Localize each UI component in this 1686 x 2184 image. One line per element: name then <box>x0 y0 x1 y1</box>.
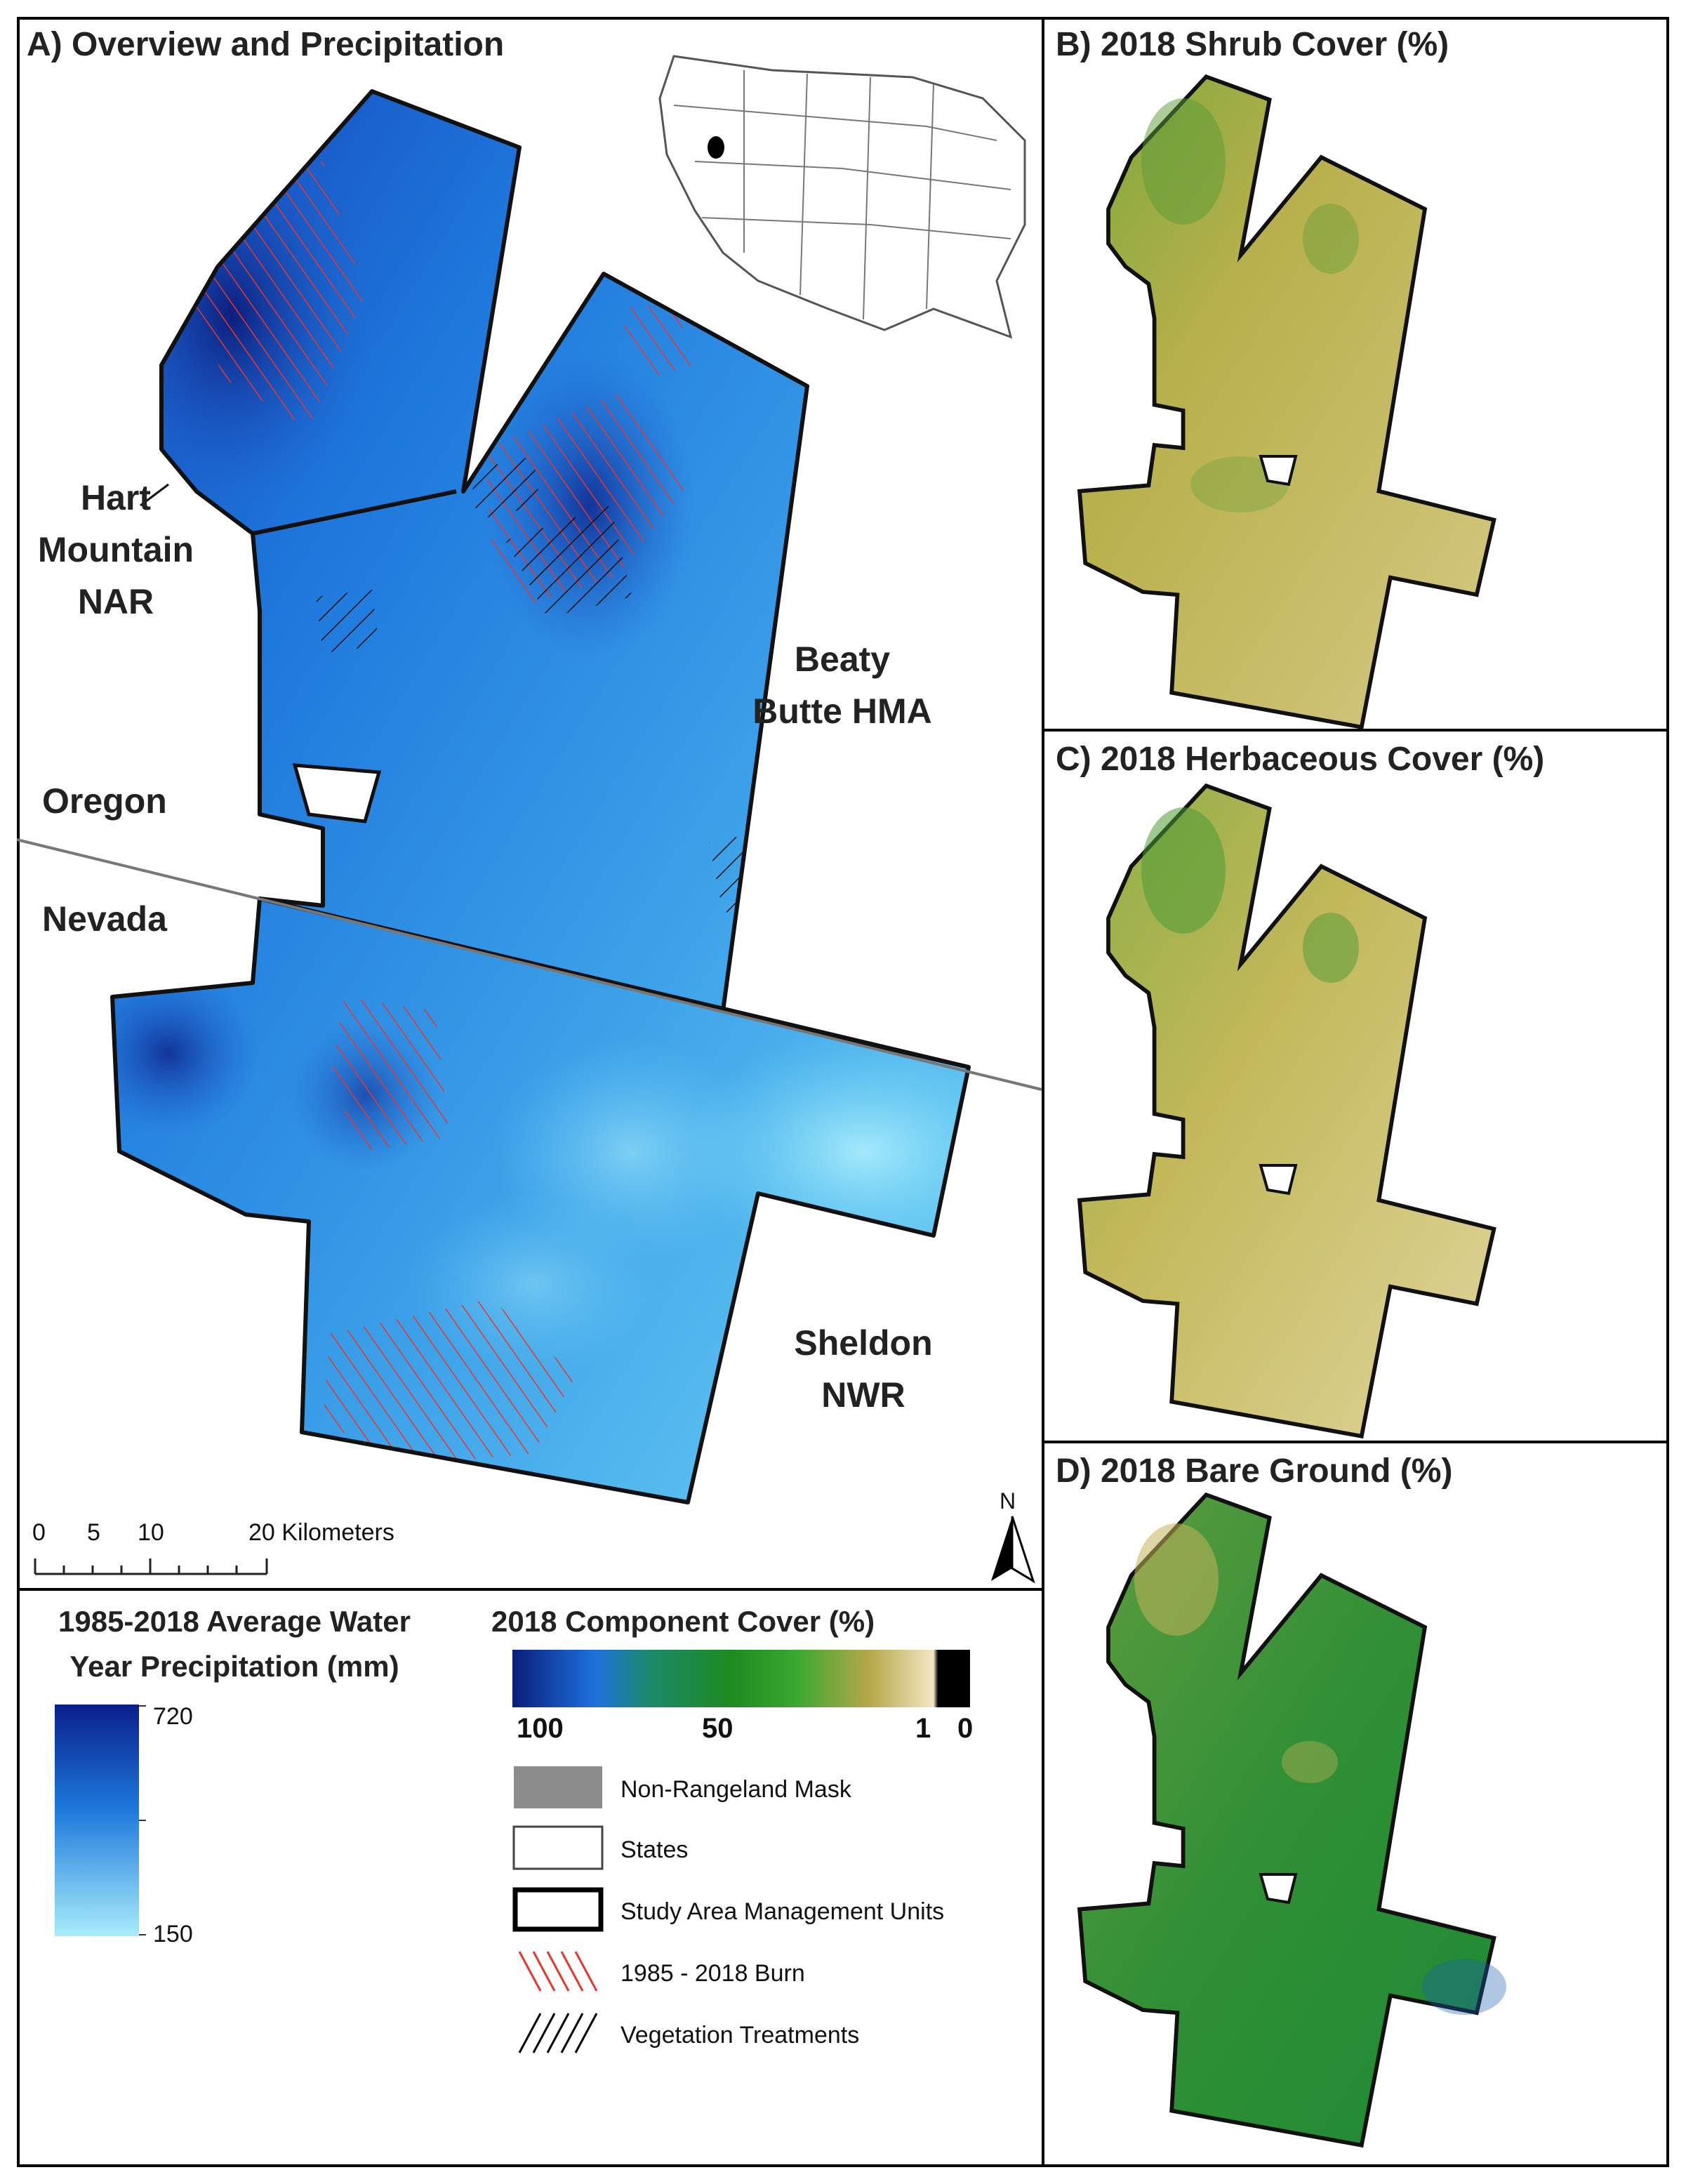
panel-b-title: B) 2018 Shrub Cover (%) <box>1056 26 1449 63</box>
legend-non-rangeland-label: Non-Rangeland Mask <box>620 1776 851 1803</box>
north-label: N <box>1000 1488 1016 1514</box>
precip-colorbar <box>55 1705 146 1936</box>
us-inset-map <box>658 55 1026 339</box>
hart-mountain-label: Hart Mountain NAR <box>37 478 194 621</box>
scale-tick-10: 10 <box>138 1519 164 1546</box>
legend-treatments-label: Vegetation Treatments <box>620 2022 860 2049</box>
panel-a-title: A) Overview and Precipitation <box>27 26 505 63</box>
management-units-swatch <box>512 1887 604 1932</box>
nevada-label: Nevada <box>42 899 167 939</box>
divider-panel-c-d <box>1043 1441 1669 1443</box>
scale-tick-20: 20 Kilometers <box>248 1519 394 1546</box>
legend-burn-label: 1985 - 2018 Burn <box>620 1960 805 1987</box>
bare-ground-map <box>1077 1492 1506 2148</box>
scale-bar <box>34 1558 268 1575</box>
precip-min-label: 150 <box>153 1921 193 1947</box>
sheldon-label: Sheldon NWR <box>794 1323 933 1415</box>
precipitation-map <box>16 55 1042 1504</box>
cover-colorbar <box>512 1650 970 1707</box>
states-swatch <box>512 1825 604 1870</box>
cover-tick-50: 50 <box>702 1713 734 1744</box>
cover-tick-1: 1 <box>915 1713 931 1744</box>
herbaceous-cover-map <box>1077 783 1496 1439</box>
divider-panel-b-c <box>1043 729 1669 732</box>
beaty-butte-label: Beaty Butte HMA <box>752 640 932 731</box>
treatment-swatch <box>518 2013 598 2053</box>
precip-legend-title: 1985-2018 Average Water Year Precipitati… <box>58 1605 411 1683</box>
shrub-cover-map <box>1077 74 1496 730</box>
divider-panel-a-legend <box>17 1588 1043 1591</box>
cover-legend-title: 2018 Component Cover (%) <box>491 1605 875 1638</box>
precip-max-label: 720 <box>153 1703 193 1730</box>
divider-vertical <box>1042 17 1044 2167</box>
panel-d-title: D) 2018 Bare Ground (%) <box>1056 1452 1453 1490</box>
legend-states-label: States <box>620 1836 689 1863</box>
scale-tick-0: 0 <box>32 1519 46 1546</box>
panel-c-title: C) 2018 Herbaceous Cover (%) <box>1056 741 1545 778</box>
north-arrow-icon <box>991 1516 1035 1584</box>
figure-frame <box>17 17 1669 2167</box>
scale-tick-5: 5 <box>87 1519 100 1546</box>
non-rangeland-swatch <box>514 1766 602 1808</box>
cover-tick-0: 0 <box>957 1713 974 1744</box>
oregon-label: Oregon <box>42 781 167 821</box>
legend-management-units-label: Study Area Management Units <box>620 1898 945 1925</box>
cover-tick-100: 100 <box>517 1713 564 1744</box>
burn-swatch <box>518 1951 598 1992</box>
